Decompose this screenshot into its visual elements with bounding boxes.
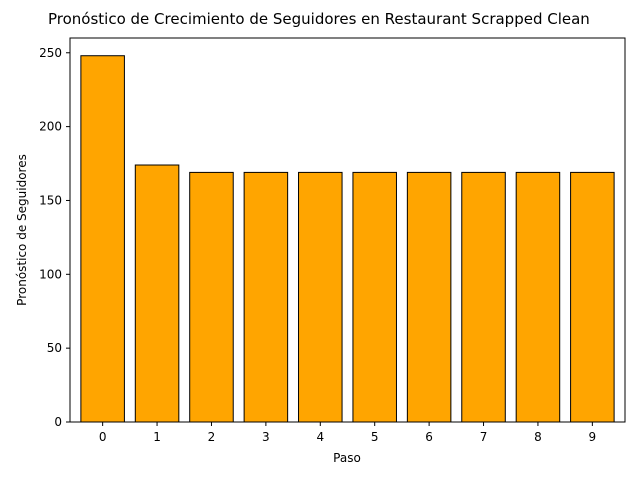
bar-8 — [515, 171, 561, 423]
x-tick-label-7: 7 — [480, 430, 488, 444]
bar-5 — [352, 171, 397, 423]
y-tick-label-150: 150 — [39, 193, 62, 207]
chart-title: Pronóstico de Crecimiento de Seguidores … — [48, 10, 590, 28]
x-axis-label: Paso — [333, 451, 361, 465]
x-tick-label-6: 6 — [425, 430, 433, 444]
bar-6 — [406, 171, 452, 423]
y-tick-label-50: 50 — [47, 341, 62, 355]
axes-group: 0 1 2 3 4 5 6 7 8 9 0 50 100 150 200 250 — [39, 37, 626, 444]
bar-0 — [80, 55, 125, 423]
y-tick-label-100: 100 — [39, 267, 62, 281]
x-tick-label-0: 0 — [99, 430, 107, 444]
x-tick-label-9: 9 — [589, 430, 597, 444]
bars-group — [80, 55, 615, 423]
y-tick-label-200: 200 — [39, 120, 62, 134]
bar-1 — [134, 164, 180, 423]
bar-4 — [298, 171, 343, 423]
y-tick-label-0: 0 — [54, 415, 62, 429]
x-tick-label-8: 8 — [534, 430, 542, 444]
bar-3 — [243, 171, 289, 423]
x-tick-label-1: 1 — [153, 430, 161, 444]
plot-frame — [69, 37, 626, 423]
y-axis-label: Pronóstico de Seguidores — [15, 154, 29, 306]
x-tick-label-4: 4 — [316, 430, 324, 444]
bar-7 — [461, 171, 506, 423]
x-tick-label-5: 5 — [371, 430, 379, 444]
bar-9 — [570, 171, 615, 423]
x-tick-label-3: 3 — [262, 430, 270, 444]
bar-2 — [189, 171, 234, 423]
x-tick-label-2: 2 — [208, 430, 216, 444]
y-tick-label-250: 250 — [39, 46, 62, 60]
